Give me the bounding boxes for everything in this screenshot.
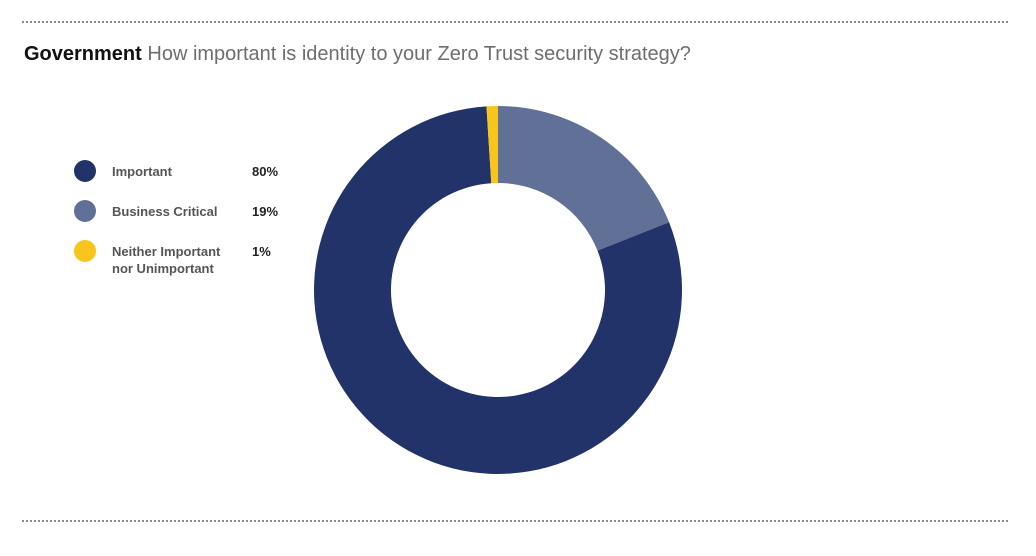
legend-label-important: Important [112, 164, 172, 179]
legend-item-important: Important 80% [74, 160, 304, 182]
chart-title: Government How important is identity to … [24, 42, 691, 66]
donut-slice-important [314, 106, 682, 474]
legend-label-business-critical: Business Critical [112, 204, 218, 219]
legend-swatch-neither [74, 240, 96, 262]
legend-value-neither: 1% [252, 244, 271, 259]
legend-swatch-important [74, 160, 96, 182]
legend: Important 80% Business Critical 19% Neit… [74, 160, 304, 294]
donut-slice-neither-important-nor-unimportant [486, 106, 498, 184]
top-divider [22, 21, 1008, 23]
donut-slice-business-critical [498, 106, 670, 251]
legend-swatch-business-critical [74, 200, 96, 222]
legend-label-neither-line-1: Neither Important [112, 244, 221, 259]
donut-chart [314, 106, 682, 474]
chart-question: How important is identity to your Zero T… [147, 43, 691, 65]
legend-label-neither-line-2: nor Unimportant [112, 261, 214, 276]
legend-value-business-critical: 19% [252, 204, 279, 219]
legend-item-business-critical: Business Critical 19% [74, 200, 304, 222]
bottom-divider [22, 520, 1008, 522]
legend-item-neither: Neither Important nor Unimportant 1% [74, 240, 304, 277]
legend-label-neither: Neither Important nor Unimportant [112, 243, 242, 277]
legend-value-important: 80% [252, 164, 279, 179]
chart-title-segment: Government [24, 43, 142, 65]
